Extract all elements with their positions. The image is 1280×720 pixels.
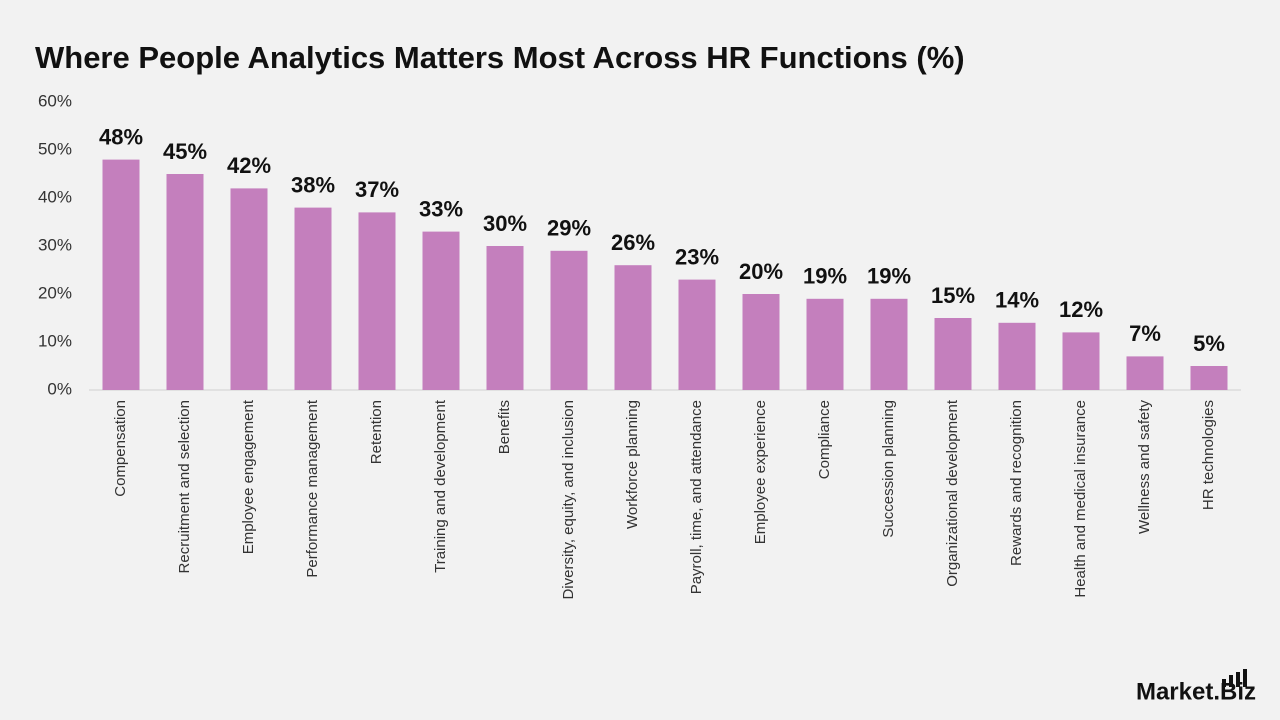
y-tick-label: 60% [38, 91, 72, 110]
bar [614, 265, 652, 390]
x-tick-label: Wellness and safety [1136, 400, 1153, 534]
x-tick-label: Payroll, time, and attendance [688, 400, 705, 594]
x-tick-label: Employee experience [752, 400, 769, 544]
value-label: 48% [99, 124, 143, 149]
value-label: 45% [163, 139, 207, 164]
x-tick-label: Health and medical insurance [1072, 400, 1089, 598]
value-label: 5% [1193, 331, 1225, 356]
value-label: 7% [1129, 321, 1161, 346]
value-label: 26% [611, 230, 655, 255]
bar [678, 279, 716, 390]
x-tick-label: Compliance [816, 400, 833, 479]
x-tick-label: Organizational development [944, 399, 961, 587]
bar [422, 231, 460, 390]
x-tick-label: Rewards and recognition [1008, 400, 1025, 566]
bar [358, 212, 396, 390]
value-label: 20% [739, 259, 783, 284]
bar [102, 159, 140, 390]
value-label: 19% [867, 264, 911, 289]
x-tick-label: Workforce planning [624, 400, 641, 529]
value-label: 23% [675, 244, 719, 269]
value-label: 15% [931, 283, 975, 308]
x-tick-label: Diversity, equity, and inclusion [560, 400, 577, 600]
y-tick-label: 20% [38, 283, 72, 302]
x-tick-label: HR technologies [1200, 400, 1217, 510]
y-tick-label: 40% [38, 187, 72, 206]
x-tick-label: Benefits [496, 400, 513, 454]
bar [806, 298, 844, 390]
y-tick-label: 50% [38, 139, 72, 158]
x-tick-label: Recruitment and selection [176, 400, 193, 573]
value-label: 38% [291, 172, 335, 197]
bar [1126, 356, 1164, 390]
bar [1062, 332, 1100, 390]
value-label: 19% [803, 264, 847, 289]
x-tick-label: Retention [368, 400, 385, 464]
y-tick-label: 30% [38, 235, 72, 254]
value-label: 37% [355, 177, 399, 202]
x-tick-label: Employee engagement [240, 399, 257, 554]
bar [934, 318, 972, 390]
bar [166, 174, 204, 390]
chart-title: Where People Analytics Matters Most Acro… [35, 40, 965, 75]
value-label: 29% [547, 216, 591, 241]
x-tick-label: Compensation [112, 400, 129, 497]
logo: Market.Biz [1136, 678, 1256, 705]
value-label: 30% [483, 211, 527, 236]
x-tick-label: Performance management [304, 399, 321, 577]
value-label: 12% [1059, 297, 1103, 322]
x-tick-label: Training and development [432, 399, 449, 573]
logo-icon [1222, 669, 1247, 687]
bar [486, 246, 524, 390]
value-label: 33% [419, 196, 463, 221]
bar [870, 298, 908, 390]
bar [550, 250, 588, 390]
y-tick-label: 0% [47, 379, 72, 398]
y-tick-label: 10% [38, 331, 72, 350]
bar [998, 322, 1036, 390]
bar [294, 207, 332, 390]
bar [742, 294, 780, 390]
bar [1190, 366, 1228, 390]
x-tick-label: Succession planning [880, 400, 897, 538]
value-label: 14% [995, 288, 1039, 313]
value-label: 42% [227, 153, 271, 178]
bar [230, 188, 268, 390]
